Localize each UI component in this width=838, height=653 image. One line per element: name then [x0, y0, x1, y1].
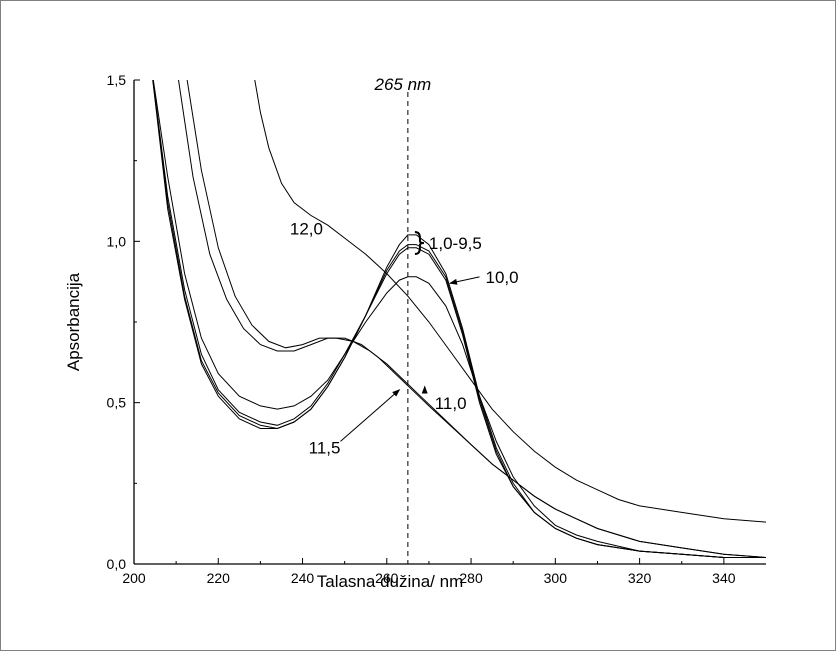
annotation-label: 1,0-9,5 [429, 234, 482, 253]
reference-line-label: 265 nm [374, 75, 432, 94]
spectrum-line [254, 80, 766, 523]
annotation-arrow [340, 389, 401, 442]
x-tick-label: 340 [712, 570, 736, 586]
x-axis-title: Talasna dužina/ nm [317, 572, 463, 591]
y-tick-label: 0,5 [107, 395, 127, 411]
y-axis-title: Apsorbancija [64, 272, 83, 371]
x-tick-label: 300 [544, 570, 568, 586]
annotation-arrow [449, 276, 480, 285]
spectrum-line [178, 80, 766, 558]
x-tick-label: 320 [628, 570, 652, 586]
annotation-label: 11,5 [309, 438, 341, 457]
y-tick-label: 0,0 [107, 556, 127, 572]
x-tick-label: 200 [122, 570, 146, 586]
x-tick-label: 240 [291, 570, 315, 586]
x-tick-label: 260 [375, 570, 399, 586]
y-tick-label: 1,0 [107, 233, 127, 249]
spectrum-line [186, 80, 766, 558]
annotation-label: 12,0 [290, 219, 323, 238]
x-tick-label: 220 [207, 570, 231, 586]
y-tick-label: 1,5 [107, 72, 127, 88]
x-tick-label: 280 [459, 570, 483, 586]
annotation-label: 11,0 [435, 394, 467, 413]
bracket-mark [414, 230, 424, 255]
annotation-label: 10,0 [485, 268, 518, 287]
